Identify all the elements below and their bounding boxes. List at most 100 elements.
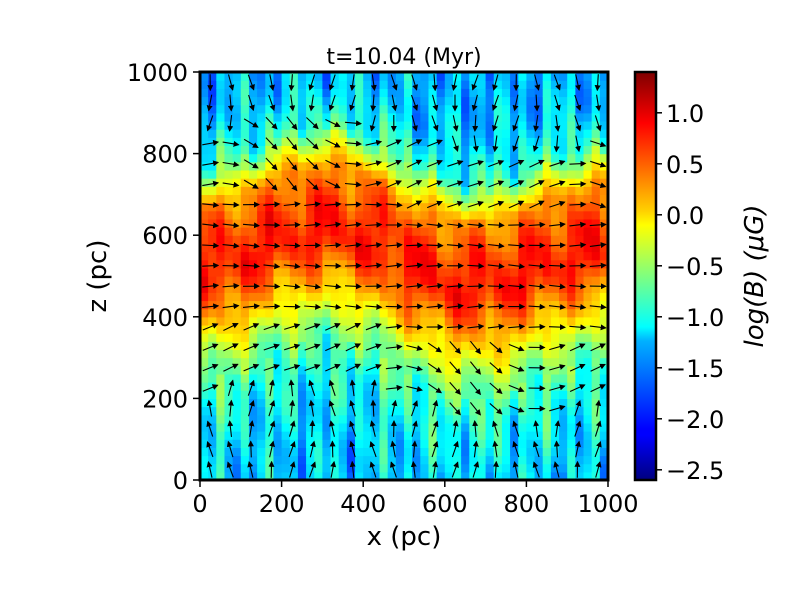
heatmap-cell <box>583 161 593 171</box>
heatmap-cell <box>355 324 364 334</box>
heatmap-cell <box>575 308 585 318</box>
heatmap-cell <box>257 390 266 399</box>
heatmap-cell <box>338 186 348 195</box>
heatmap-cell <box>297 267 307 277</box>
heatmap-cell <box>232 373 242 383</box>
x-axis: 0 200 400 600 800 1000 <box>192 480 639 518</box>
heatmap-cell <box>314 398 323 408</box>
field-arrow <box>594 420 602 437</box>
field-arrow <box>467 222 485 229</box>
heatmap-cell <box>485 145 495 155</box>
heatmap-cell <box>363 308 372 318</box>
heatmap-cell <box>306 308 315 318</box>
heatmap-cell <box>461 398 470 408</box>
heatmap-cell <box>314 129 323 138</box>
heatmap-cell <box>355 439 364 448</box>
heatmap-cell <box>583 120 593 130</box>
heatmap-cell <box>534 276 544 285</box>
heatmap-cell <box>567 120 576 130</box>
heatmap-cell <box>477 259 487 269</box>
heatmap-cell <box>363 398 372 408</box>
heatmap-cell <box>216 406 226 416</box>
heatmap-cell <box>297 120 307 130</box>
heatmap-cell <box>469 284 479 293</box>
heatmap-cell <box>281 72 291 81</box>
heatmap-cell <box>224 145 234 155</box>
heatmap-cell <box>501 169 511 179</box>
heatmap-cell <box>477 112 487 122</box>
heatmap-cell <box>567 447 576 457</box>
heatmap-cell <box>338 455 348 465</box>
heatmap-cell <box>404 365 413 375</box>
heatmap-cell <box>338 169 348 179</box>
heatmap-cell <box>534 292 544 302</box>
heatmap-cell <box>575 243 585 253</box>
heatmap-cell <box>461 161 470 171</box>
heatmap-cell <box>232 349 242 359</box>
heatmap-cell <box>428 72 438 81</box>
heatmap-cell <box>542 431 552 440</box>
heatmap-cell <box>216 227 226 236</box>
heatmap-cell <box>501 349 511 359</box>
field-arrow <box>590 384 606 393</box>
field-arrow <box>528 283 546 290</box>
heatmap-cell <box>412 284 421 293</box>
field-arrow <box>467 242 485 249</box>
heatmap-cell <box>461 431 470 440</box>
heatmap-cell <box>363 414 372 424</box>
heatmap-cell <box>248 194 258 204</box>
heatmap-cell <box>306 161 315 171</box>
heatmap-cell <box>404 284 413 293</box>
heatmap-cell <box>518 267 527 277</box>
heatmap-cell <box>510 365 519 375</box>
heatmap-cell <box>469 186 479 195</box>
heatmap-cell <box>322 382 332 391</box>
heatmap-cell <box>355 169 364 179</box>
heatmap-cell <box>461 210 470 220</box>
heatmap-cell <box>322 259 332 269</box>
heatmap-cell <box>428 88 438 98</box>
heatmap-cell <box>306 194 315 204</box>
heatmap-cell <box>297 357 307 367</box>
heatmap-cell <box>477 308 487 318</box>
heatmap-cell <box>477 235 487 244</box>
field-arrow <box>589 262 607 269</box>
heatmap-cell <box>208 357 217 367</box>
heatmap-cell <box>387 235 397 244</box>
field-arrow <box>349 440 356 458</box>
heatmap-cell <box>501 88 511 98</box>
heatmap-cell <box>297 202 307 212</box>
heatmap-cell <box>240 259 250 269</box>
heatmap-cell <box>224 235 234 244</box>
field-arrow <box>369 420 376 437</box>
heatmap-cell <box>338 259 348 269</box>
heatmap-cell <box>542 357 552 367</box>
heatmap-cell <box>559 406 568 416</box>
heatmap-cell <box>420 72 430 81</box>
heatmap-cell <box>346 112 356 122</box>
heatmap-cell <box>599 431 609 440</box>
heatmap-cell <box>583 259 593 269</box>
heatmap-cell <box>224 112 234 122</box>
heatmap-cell <box>518 463 527 473</box>
heatmap-cell <box>363 104 372 114</box>
heatmap-cell <box>469 88 479 98</box>
heatmap-cell <box>338 390 348 399</box>
field-arrow <box>451 461 459 478</box>
heatmap-cell <box>526 414 536 424</box>
field-arrow <box>345 322 362 331</box>
heatmap-cell <box>322 186 332 195</box>
field-arrow <box>489 382 503 395</box>
heatmap-cell <box>257 398 266 408</box>
field-arrow <box>309 440 316 458</box>
heatmap-cell <box>330 431 340 440</box>
heatmap-cell <box>314 218 323 228</box>
field-arrow <box>411 440 418 458</box>
field-arrow <box>365 323 382 331</box>
heatmap-cell <box>534 439 544 448</box>
heatmap-cell <box>379 178 389 187</box>
heatmap-cell <box>281 398 291 408</box>
heatmap-cell <box>387 439 397 448</box>
heatmap-cell <box>248 169 258 179</box>
heatmap-cell <box>420 218 430 228</box>
